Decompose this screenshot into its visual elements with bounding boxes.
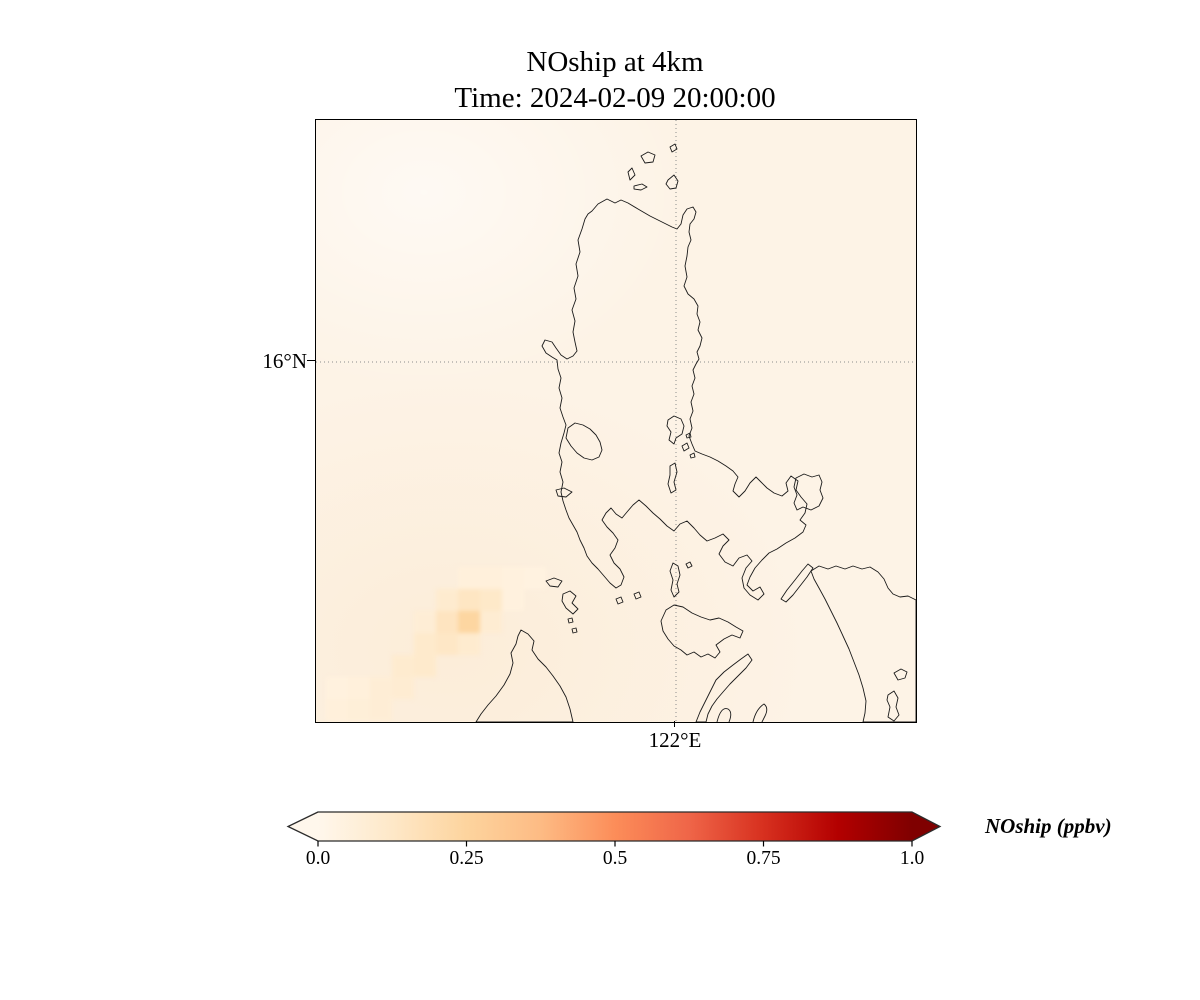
plume-cell <box>436 589 458 611</box>
plume-cell <box>392 677 414 699</box>
coastline-marinduque <box>660 604 744 659</box>
colorbar-tick-label: 0.75 <box>746 848 780 869</box>
y-axis-label-16N: 16°N <box>262 349 307 373</box>
coastline-burias <box>780 563 814 603</box>
coastline-bicol-islets <box>681 442 696 459</box>
plume-cell <box>502 567 524 589</box>
coastline-alabat <box>667 462 693 598</box>
coastline-bottom-islets <box>716 703 768 722</box>
coastline-ticao <box>886 668 908 722</box>
plot-title-line1: NOship at 4km <box>526 46 704 78</box>
colorbar-tick-label: 0.0 <box>306 848 330 869</box>
plot-title-line2: Time: 2024-02-09 20:00:00 <box>454 82 776 114</box>
colorbar-ticks: 0.0 0.25 0.5 0.75 1.0 <box>306 841 924 869</box>
plot-title: NOship at 4km Time: 2024-02-09 20:00:00 <box>315 44 915 116</box>
plume-cell <box>458 589 480 611</box>
colorbar-over-arrow <box>912 812 940 841</box>
coastline-babuyan-islands <box>627 143 679 191</box>
colorbar-under-arrow <box>288 812 318 841</box>
plume-heatmap-layer <box>326 567 546 721</box>
plume-cell <box>414 655 436 677</box>
colorbar-label: NOship (ppbv) <box>985 814 1112 838</box>
plume-cell <box>392 655 414 677</box>
plume-cell <box>458 633 480 655</box>
coastline-batangas-islets <box>555 487 642 605</box>
y-axis-tick-16N <box>307 360 315 362</box>
coastline-polillo <box>666 415 692 445</box>
coastline-luzon <box>541 198 808 601</box>
coastline-catanduanes <box>793 473 824 511</box>
plume-cell <box>480 589 502 611</box>
coastlines <box>475 143 916 722</box>
plume-cell <box>436 633 458 655</box>
plume-cell <box>458 611 480 633</box>
plume-cell <box>436 611 458 633</box>
plume-cell <box>524 567 546 589</box>
coastline-mindoro <box>475 629 574 722</box>
plume-cell <box>502 589 524 611</box>
plume-cell <box>414 633 436 655</box>
colorbar-tick-label: 0.5 <box>603 848 627 869</box>
colorbar-canvas: 0.0 0.25 0.5 0.75 1.0 <box>286 811 942 869</box>
plume-cell <box>348 699 370 721</box>
coastline-romblon <box>695 653 753 722</box>
plume-cell <box>480 567 502 589</box>
colorbar-tick-label: 0.25 <box>449 848 483 869</box>
map-plot-area <box>315 119 917 723</box>
plume-cell <box>370 699 392 721</box>
graticule-gridlines <box>316 120 916 722</box>
coastline-samar <box>810 565 916 722</box>
plume-cell <box>458 567 480 589</box>
plume-cell <box>480 611 502 633</box>
plume-cell <box>348 677 370 699</box>
plume-cell <box>414 611 436 633</box>
colorbar-tick-label: 1.0 <box>900 848 924 869</box>
coastline-manila-bay <box>565 422 603 461</box>
plume-cell <box>326 677 348 699</box>
coastline-lubang <box>545 577 579 634</box>
plume-cell <box>326 699 348 721</box>
colorbar: 0.0 0.25 0.5 0.75 1.0 <box>286 809 946 873</box>
x-axis-label-122E: 122°E <box>648 728 702 752</box>
x-axis-tick-122E <box>674 721 676 727</box>
map-canvas <box>316 120 916 722</box>
plume-cell <box>370 677 392 699</box>
colorbar-gradient-bar <box>318 812 912 841</box>
